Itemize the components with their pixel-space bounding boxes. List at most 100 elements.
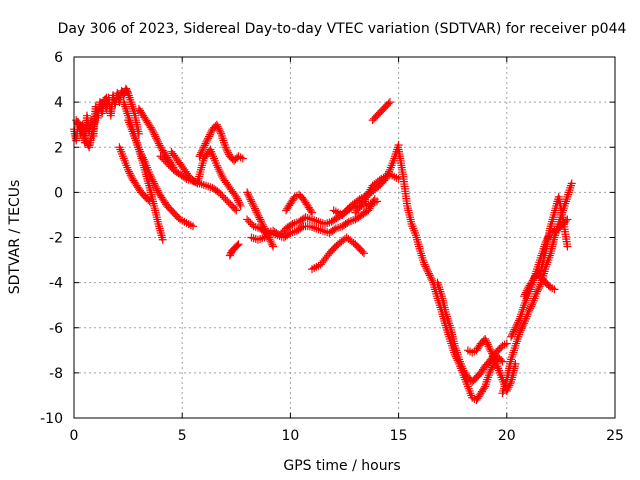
data-point-trail [157, 144, 168, 157]
data-point-trail [326, 225, 339, 236]
x-tick-label: 20 [498, 428, 516, 444]
data-point-trail [408, 222, 420, 237]
data-point-trail [294, 223, 306, 234]
data-point-trail [300, 196, 311, 209]
data-point-trail [412, 233, 424, 253]
data-point-trail [136, 106, 147, 118]
data-point-trail [486, 352, 497, 364]
data-point-trail [370, 113, 380, 123]
data-point-trail [512, 316, 523, 330]
data-point-trail [207, 147, 220, 168]
data-point-trail [365, 197, 378, 213]
data-point [563, 242, 572, 251]
data-point [199, 143, 208, 152]
data-point-trail [374, 108, 384, 119]
data-point-trail [155, 222, 167, 242]
data-point [236, 201, 245, 210]
data-point-trail [150, 181, 162, 195]
data-point-trail [252, 208, 264, 222]
data-point-trail [173, 212, 183, 222]
y-tick-label: -2 [49, 231, 63, 247]
data-point-trail [434, 280, 446, 298]
data-point-trail [204, 182, 215, 192]
data-point-trail [275, 231, 286, 241]
data-point-trail [249, 234, 260, 244]
data-point-trail [94, 102, 106, 114]
y-tick-label: 0 [54, 185, 63, 201]
data-point-trail [304, 203, 315, 215]
data-point [234, 240, 243, 249]
y-axis-label: SDTVAR / TECUs [7, 180, 23, 295]
data-point-trail [213, 122, 225, 136]
data-point [485, 368, 494, 377]
data-point-trail [301, 222, 312, 231]
data-point-trail [233, 194, 244, 209]
data-point-trail [73, 117, 84, 130]
data-point-trail [477, 363, 489, 376]
data-point-trail [344, 234, 358, 247]
data-point-trail [144, 120, 155, 132]
data-point [102, 93, 111, 102]
data-point-trail [495, 366, 506, 382]
data-point [485, 344, 494, 353]
data-point [567, 179, 576, 188]
data-point-trail [507, 325, 519, 339]
data-point-trail [137, 151, 149, 166]
data-point [533, 287, 542, 296]
data-point [124, 165, 133, 174]
data-point-trail [362, 200, 373, 210]
data-point-trail [142, 194, 153, 204]
data-point-trail [216, 190, 228, 202]
data-series [72, 93, 111, 152]
data-point-trail [442, 312, 454, 330]
data-point-trail [352, 212, 365, 223]
data-point-trail [290, 218, 301, 228]
data-point-trail [256, 234, 267, 244]
x-tick-label: 15 [390, 428, 408, 444]
data-point-trail [416, 249, 428, 267]
x-tick-label: 0 [70, 428, 79, 444]
data-point-trail [339, 203, 354, 218]
data-point-trail [220, 176, 233, 191]
data-point-trail [429, 280, 441, 301]
data-point [507, 332, 516, 341]
data-point-trail [465, 374, 475, 385]
y-tick-label: -4 [49, 276, 63, 292]
data-point-trail [310, 216, 321, 225]
data-point [269, 242, 278, 251]
data-point [145, 170, 154, 179]
data-point-trail [227, 153, 237, 164]
data-point-trail [516, 321, 528, 335]
data-point-trail [133, 140, 145, 156]
data-point [498, 357, 507, 366]
data-point-trail [209, 122, 220, 132]
data-point-trail [248, 199, 259, 213]
data-point-trail [133, 122, 143, 136]
data-point [204, 134, 213, 143]
data-point [424, 269, 433, 278]
data-point [256, 215, 265, 224]
data-point-trail [90, 109, 102, 129]
data-point-trail [473, 370, 484, 380]
data-point-trail [148, 127, 160, 141]
data-point [232, 206, 241, 215]
data-point-trail [175, 158, 188, 173]
data-point-trail [383, 99, 393, 110]
data-point-trail [217, 131, 229, 149]
data-point-trail [529, 271, 541, 283]
data-point-trail [288, 227, 299, 237]
data-point-trail [542, 253, 554, 269]
data-point-trail [265, 235, 277, 249]
data-point-trail [529, 289, 541, 305]
data-point-trail [161, 151, 173, 164]
data-point-trail [168, 207, 179, 218]
data-point-trail [261, 226, 272, 240]
axis-layer: 0 5 10 15 20 25 -10 -8 -6 -4 -2 0 2 4 6 [40, 50, 624, 444]
data-point-trail [269, 229, 280, 239]
data-point-trail [469, 374, 480, 385]
data-point [232, 192, 241, 201]
data-point-trail [222, 145, 233, 159]
data-point-trail [543, 280, 553, 290]
data-point [502, 339, 511, 348]
